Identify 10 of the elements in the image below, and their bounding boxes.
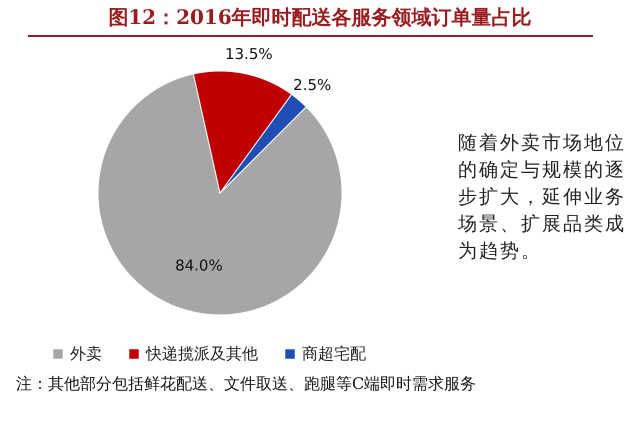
chart-title: 图12：2016年即时配送各服务领域订单量占比 xyxy=(107,4,533,31)
text: 注：其他部分包括鲜花配送、文件取送、跑腿等C端即时需求服务 xyxy=(16,374,478,395)
data-label: 13.5% xyxy=(224,44,273,63)
text: 随着外卖市场地位的确定与规模的逐步扩大，延伸业务场景、扩展品类成为趋势。 xyxy=(458,131,627,264)
data-label: 2.5% xyxy=(293,76,332,94)
pie-slice xyxy=(98,73,342,316)
legend-label: 商超宅配 xyxy=(302,344,366,363)
data-label: 84.0% xyxy=(175,256,223,275)
legend-label: 外卖 xyxy=(70,344,102,363)
legend-label: 快递揽派及其他 xyxy=(145,344,258,363)
